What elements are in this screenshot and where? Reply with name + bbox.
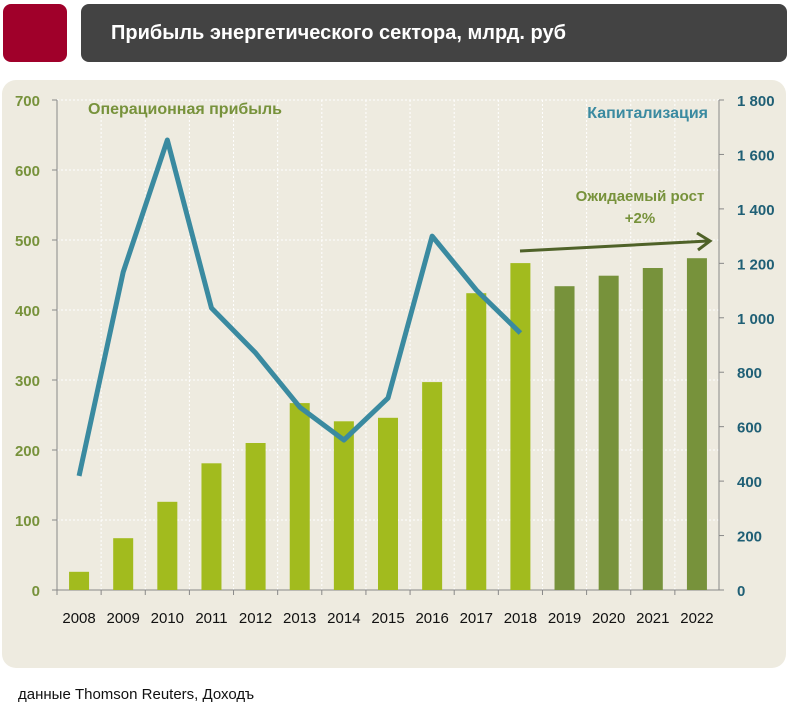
bar-2020 (598, 275, 619, 590)
source-note: данные Thomson Reuters, Доходъ (18, 686, 255, 703)
x-tick-label: 2018 (504, 610, 537, 627)
right-tick-label: 1 400 (737, 202, 775, 219)
x-tick-label: 2008 (62, 610, 95, 627)
bar-2009 (113, 538, 134, 590)
x-tick-label: 2015 (371, 610, 404, 627)
bar-2019 (554, 286, 575, 590)
x-tick-label: 2019 (548, 610, 581, 627)
right-tick-label: 0 (737, 583, 745, 600)
left-tick-label: 500 (15, 233, 40, 250)
right-tick-label: 1 800 (737, 93, 775, 110)
x-tick-label: 2017 (460, 610, 493, 627)
bar-2017 (466, 293, 487, 590)
x-tick-label: 2013 (283, 610, 316, 627)
bar-2010 (157, 501, 178, 590)
arrow-head-icon (696, 231, 713, 252)
bar-2021 (642, 268, 663, 590)
annotation-line2: +2% (625, 210, 655, 227)
bar-2018 (510, 263, 531, 590)
bar-2011 (201, 463, 222, 590)
x-tick-label: 2016 (415, 610, 448, 627)
x-tick-label: 2012 (239, 610, 272, 627)
left-tick-label: 200 (15, 443, 40, 460)
series-label-profit: Операционная прибыль (88, 101, 282, 118)
left-tick-label: 0 (32, 583, 40, 600)
bar-2022 (686, 258, 707, 590)
x-tick-label: 2014 (327, 610, 360, 627)
x-tick-label: 2021 (636, 610, 669, 627)
x-tick-label: 2020 (592, 610, 625, 627)
right-tick-label: 1 200 (737, 256, 775, 273)
bar-2013 (289, 403, 310, 590)
right-tick-label: 600 (737, 420, 762, 437)
page-title: Прибыль энергетического сектора, млрд. р… (81, 4, 787, 62)
right-tick-label: 1 000 (737, 311, 775, 328)
x-tick-label: 2022 (680, 610, 713, 627)
left-tick-label: 300 (15, 373, 40, 390)
right-tick-label: 200 (737, 529, 762, 546)
bar-2016 (422, 382, 443, 590)
x-tick-label: 2010 (151, 610, 184, 627)
left-tick-label: 600 (15, 163, 40, 180)
right-tick-label: 800 (737, 365, 762, 382)
right-tick-label: 1 600 (737, 147, 775, 164)
capitalization-line (76, 137, 523, 477)
bar-2008 (69, 571, 90, 590)
bar-2015 (378, 417, 398, 590)
growth-arrow (519, 239, 709, 253)
left-tick-label: 100 (15, 513, 40, 530)
annotation-line1: Ожидаемый рост (576, 188, 705, 205)
bar-2014 (333, 421, 354, 590)
bar-2012 (245, 443, 266, 590)
chart: 0 100 200 300 400 500 600 700 0 200 400 600 800 1 000… (15, 93, 775, 627)
x-tick-label: 2011 (195, 610, 227, 627)
left-tick-label: 700 (15, 93, 40, 110)
left-tick-label: 400 (15, 303, 40, 320)
brand-logo (3, 4, 67, 62)
x-tick-label: 2009 (107, 610, 140, 627)
right-tick-label: 400 (737, 474, 762, 491)
series-label-capitalization: Капитализация (587, 105, 708, 122)
